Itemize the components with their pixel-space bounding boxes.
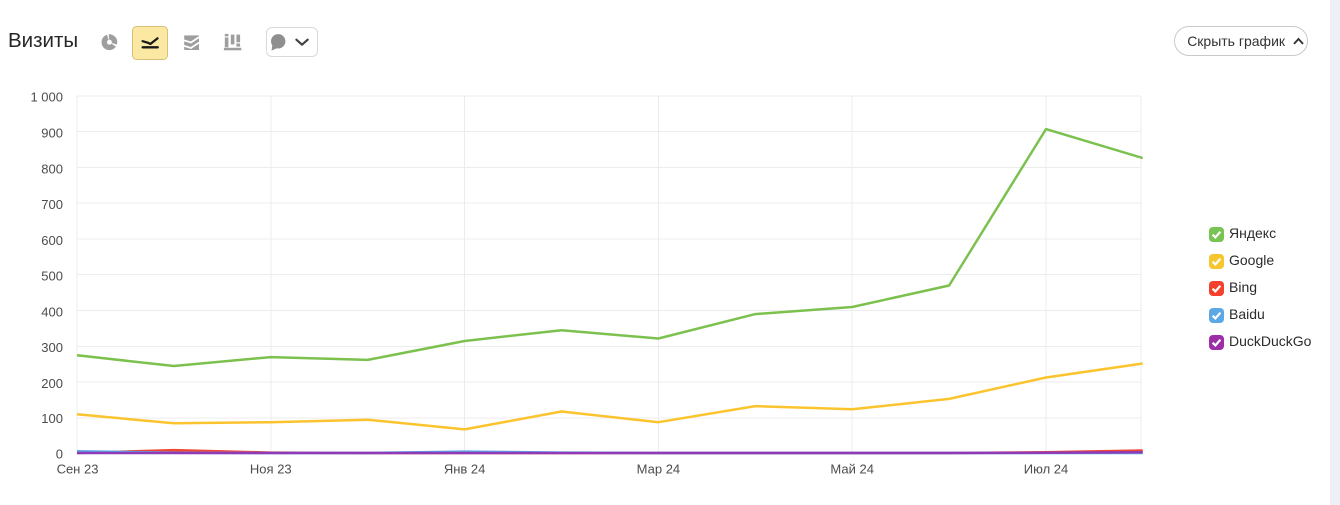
svg-text:Июл 24: Июл 24 [1024, 462, 1068, 477]
svg-text:Май 24: Май 24 [830, 462, 874, 477]
svg-text:0: 0 [56, 446, 63, 461]
svg-text:700: 700 [41, 197, 63, 212]
svg-text:Сен 23: Сен 23 [57, 462, 99, 477]
svg-text:900: 900 [41, 126, 63, 141]
svg-text:300: 300 [41, 340, 63, 355]
svg-text:800: 800 [41, 161, 63, 176]
svg-text:600: 600 [41, 233, 63, 248]
svg-text:100: 100 [41, 411, 63, 426]
svg-text:500: 500 [41, 269, 63, 284]
svg-text:Ноя 23: Ноя 23 [250, 462, 292, 477]
svg-text:200: 200 [41, 376, 63, 391]
svg-text:1 000: 1 000 [30, 90, 63, 105]
svg-text:400: 400 [41, 304, 63, 319]
svg-text:Янв 24: Янв 24 [444, 462, 486, 477]
svg-text:Мар 24: Мар 24 [637, 462, 681, 477]
